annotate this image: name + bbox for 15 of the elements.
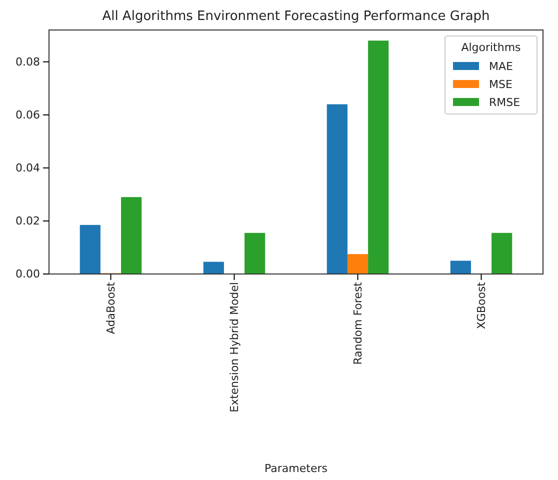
x-tick-label: XGBoost: [475, 281, 488, 330]
y-tick-label: 0.04: [16, 161, 40, 174]
y-tick-label: 0.06: [16, 108, 40, 122]
legend-label: MSE: [489, 78, 512, 91]
legend-title: Algorithms: [461, 41, 522, 54]
y-tick-label: 0.02: [16, 214, 40, 228]
legend-label: MAE: [489, 60, 514, 73]
x-tick-label: Extension Hybrid Model: [228, 282, 242, 412]
x-tick-label: Random Forest: [352, 281, 365, 365]
legend-label: RMSE: [489, 96, 520, 109]
chart-title: All Algorithms Environment Forecasting Performance Graph: [102, 9, 490, 24]
x-tick-label: AdaBoost: [104, 281, 118, 334]
x-axis-title: Parameters: [264, 462, 328, 475]
y-tick-label: 0.08: [16, 55, 40, 68]
y-tick-label: 0.00: [16, 268, 40, 281]
